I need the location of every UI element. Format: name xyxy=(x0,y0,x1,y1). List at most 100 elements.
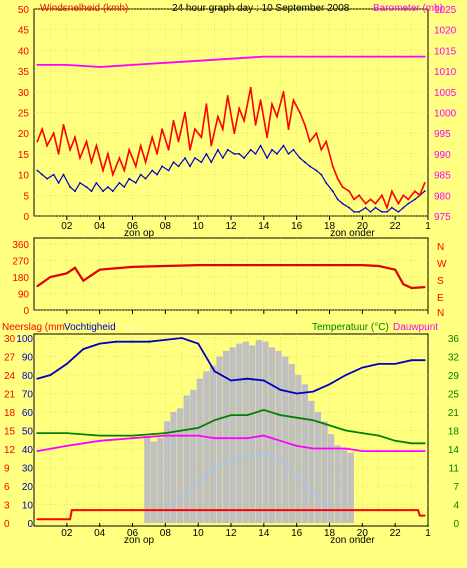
x-tick-label: 1 xyxy=(425,221,431,232)
solar-bar xyxy=(282,356,289,523)
wind-direction-line-point xyxy=(82,279,85,282)
x-tick-label: 04 xyxy=(94,528,106,539)
direction-tick-label: 90 xyxy=(18,290,30,301)
uv-line-point xyxy=(279,459,282,461)
uv-axis-label: UV xyxy=(246,322,260,333)
wind-avg-line-point xyxy=(221,157,224,159)
uv-line-point xyxy=(164,507,167,510)
wind-avg-line-point xyxy=(276,153,278,155)
x-tick-label: 04 xyxy=(94,221,106,232)
temperature-line-point xyxy=(410,442,413,445)
wind-avg-line-point xyxy=(41,173,44,176)
humidity-tick-label: 60 xyxy=(22,408,34,419)
wind-gust-line-point xyxy=(74,136,76,139)
solar-bar xyxy=(268,347,276,524)
wind-avg-line-point xyxy=(414,198,416,201)
wind-gust-line-point xyxy=(418,194,421,197)
x-tick-label: 12 xyxy=(225,528,237,539)
sunrise-label: zon op xyxy=(124,228,154,239)
humidity-line-point xyxy=(423,359,426,362)
wind-gust-line-point xyxy=(353,198,355,201)
wind-gust-line-point xyxy=(172,119,175,122)
wind-direction-line-point xyxy=(410,287,413,289)
humidity-line-point xyxy=(230,379,232,382)
barometer-tick-label: 1005 xyxy=(434,88,457,99)
wind-avg-line-point xyxy=(397,211,400,213)
barometer-line-point xyxy=(262,55,265,58)
wind-gust-line-point xyxy=(85,140,88,143)
wind-gust-line-point xyxy=(128,148,131,151)
wind-avg-line-point xyxy=(217,148,219,151)
wind-avg-line-point xyxy=(144,177,147,180)
uv-line-point xyxy=(213,466,216,469)
wind-gust-line-point xyxy=(308,140,311,143)
wind-gust-line-point xyxy=(217,115,219,118)
x-tick-label: 18 xyxy=(324,528,336,539)
barometer-line-point xyxy=(131,64,134,66)
wind-gust-line-point xyxy=(36,140,39,143)
temperature-tick-label: 14 xyxy=(448,445,460,456)
humidity-line-point xyxy=(345,374,347,376)
barometer-line-point xyxy=(98,66,101,68)
temperature-tick-label: 18 xyxy=(448,427,460,438)
humidity-line-point xyxy=(49,374,52,376)
wind-tick-label: 30 xyxy=(18,88,30,99)
rain-tick-label: 6 xyxy=(4,482,10,493)
wind-avg-line-point xyxy=(353,211,355,213)
wind-direction-line-point xyxy=(402,283,405,286)
wind-avg-line-point xyxy=(254,153,257,155)
barometer-tick-label: 1020 xyxy=(434,26,457,37)
humidity-tick-label: 30 xyxy=(22,464,34,475)
wind-avg-line-point xyxy=(320,173,323,176)
compass-s: S xyxy=(437,276,444,287)
barometer-line-point xyxy=(423,55,426,58)
wind-direction-line-point xyxy=(197,264,200,266)
wind-avg-line-point xyxy=(79,182,81,184)
barometer-axis-label: Barometer (mb) xyxy=(373,3,443,14)
wind-gust-line-point xyxy=(386,206,388,209)
humidity-line-point xyxy=(279,388,282,391)
solar-bar xyxy=(190,389,197,523)
rain-line-point xyxy=(418,514,421,517)
rain-line-point xyxy=(417,509,419,511)
wind-gust-line-point xyxy=(90,161,93,164)
wind-direction-line-point xyxy=(90,274,93,277)
x-tick-label: 10 xyxy=(193,528,205,539)
solar-bar xyxy=(157,437,164,523)
wind-gust-line-point xyxy=(151,136,154,139)
compass-n-bottom: N xyxy=(437,308,444,319)
wind-gust-line-point xyxy=(402,194,405,197)
wind-gust-line-point xyxy=(134,165,137,168)
humidity-tick-label: 70 xyxy=(22,390,34,401)
rain-line-point xyxy=(423,514,426,517)
wind-avg-line-point xyxy=(139,173,142,176)
dewpoint-axis-label: Dauwpunt xyxy=(393,322,438,333)
wind-gust-line-point xyxy=(221,128,224,131)
humidity-line-point xyxy=(328,383,331,386)
wind-gust-line-point xyxy=(205,103,208,106)
wind-avg-line-point xyxy=(233,153,236,155)
wind-avg-line-point xyxy=(407,202,410,205)
wind-direction-line-point xyxy=(164,265,167,267)
barometer-line-point xyxy=(197,59,200,62)
humidity-line-point xyxy=(131,340,134,343)
wind-tick-label: 45 xyxy=(18,26,30,37)
wind-tick-label: 25 xyxy=(18,109,30,120)
barometer-tick-label: 975 xyxy=(434,212,451,223)
direction-tick-label: 0 xyxy=(23,306,29,317)
rain-tick-label: 3 xyxy=(4,501,10,512)
wind-gust-line-point xyxy=(52,132,55,135)
wind-avg-line-point xyxy=(57,182,60,184)
dewpoint-line-point xyxy=(164,434,167,437)
uv-line-point xyxy=(295,474,298,476)
wind-gust-line xyxy=(36,87,426,211)
barometer-line-point xyxy=(230,57,232,60)
wind-gust-line-point xyxy=(276,115,278,118)
temperature-tick-label: 32 xyxy=(448,353,460,364)
rain-tick-label: 9 xyxy=(4,464,10,475)
dewpoint-line-point xyxy=(180,434,183,437)
temperature-line-point xyxy=(262,409,265,411)
wind-avg-line-point xyxy=(299,157,301,159)
wind-avg-line-point xyxy=(74,190,76,193)
wind-avg-line-point xyxy=(402,206,405,209)
